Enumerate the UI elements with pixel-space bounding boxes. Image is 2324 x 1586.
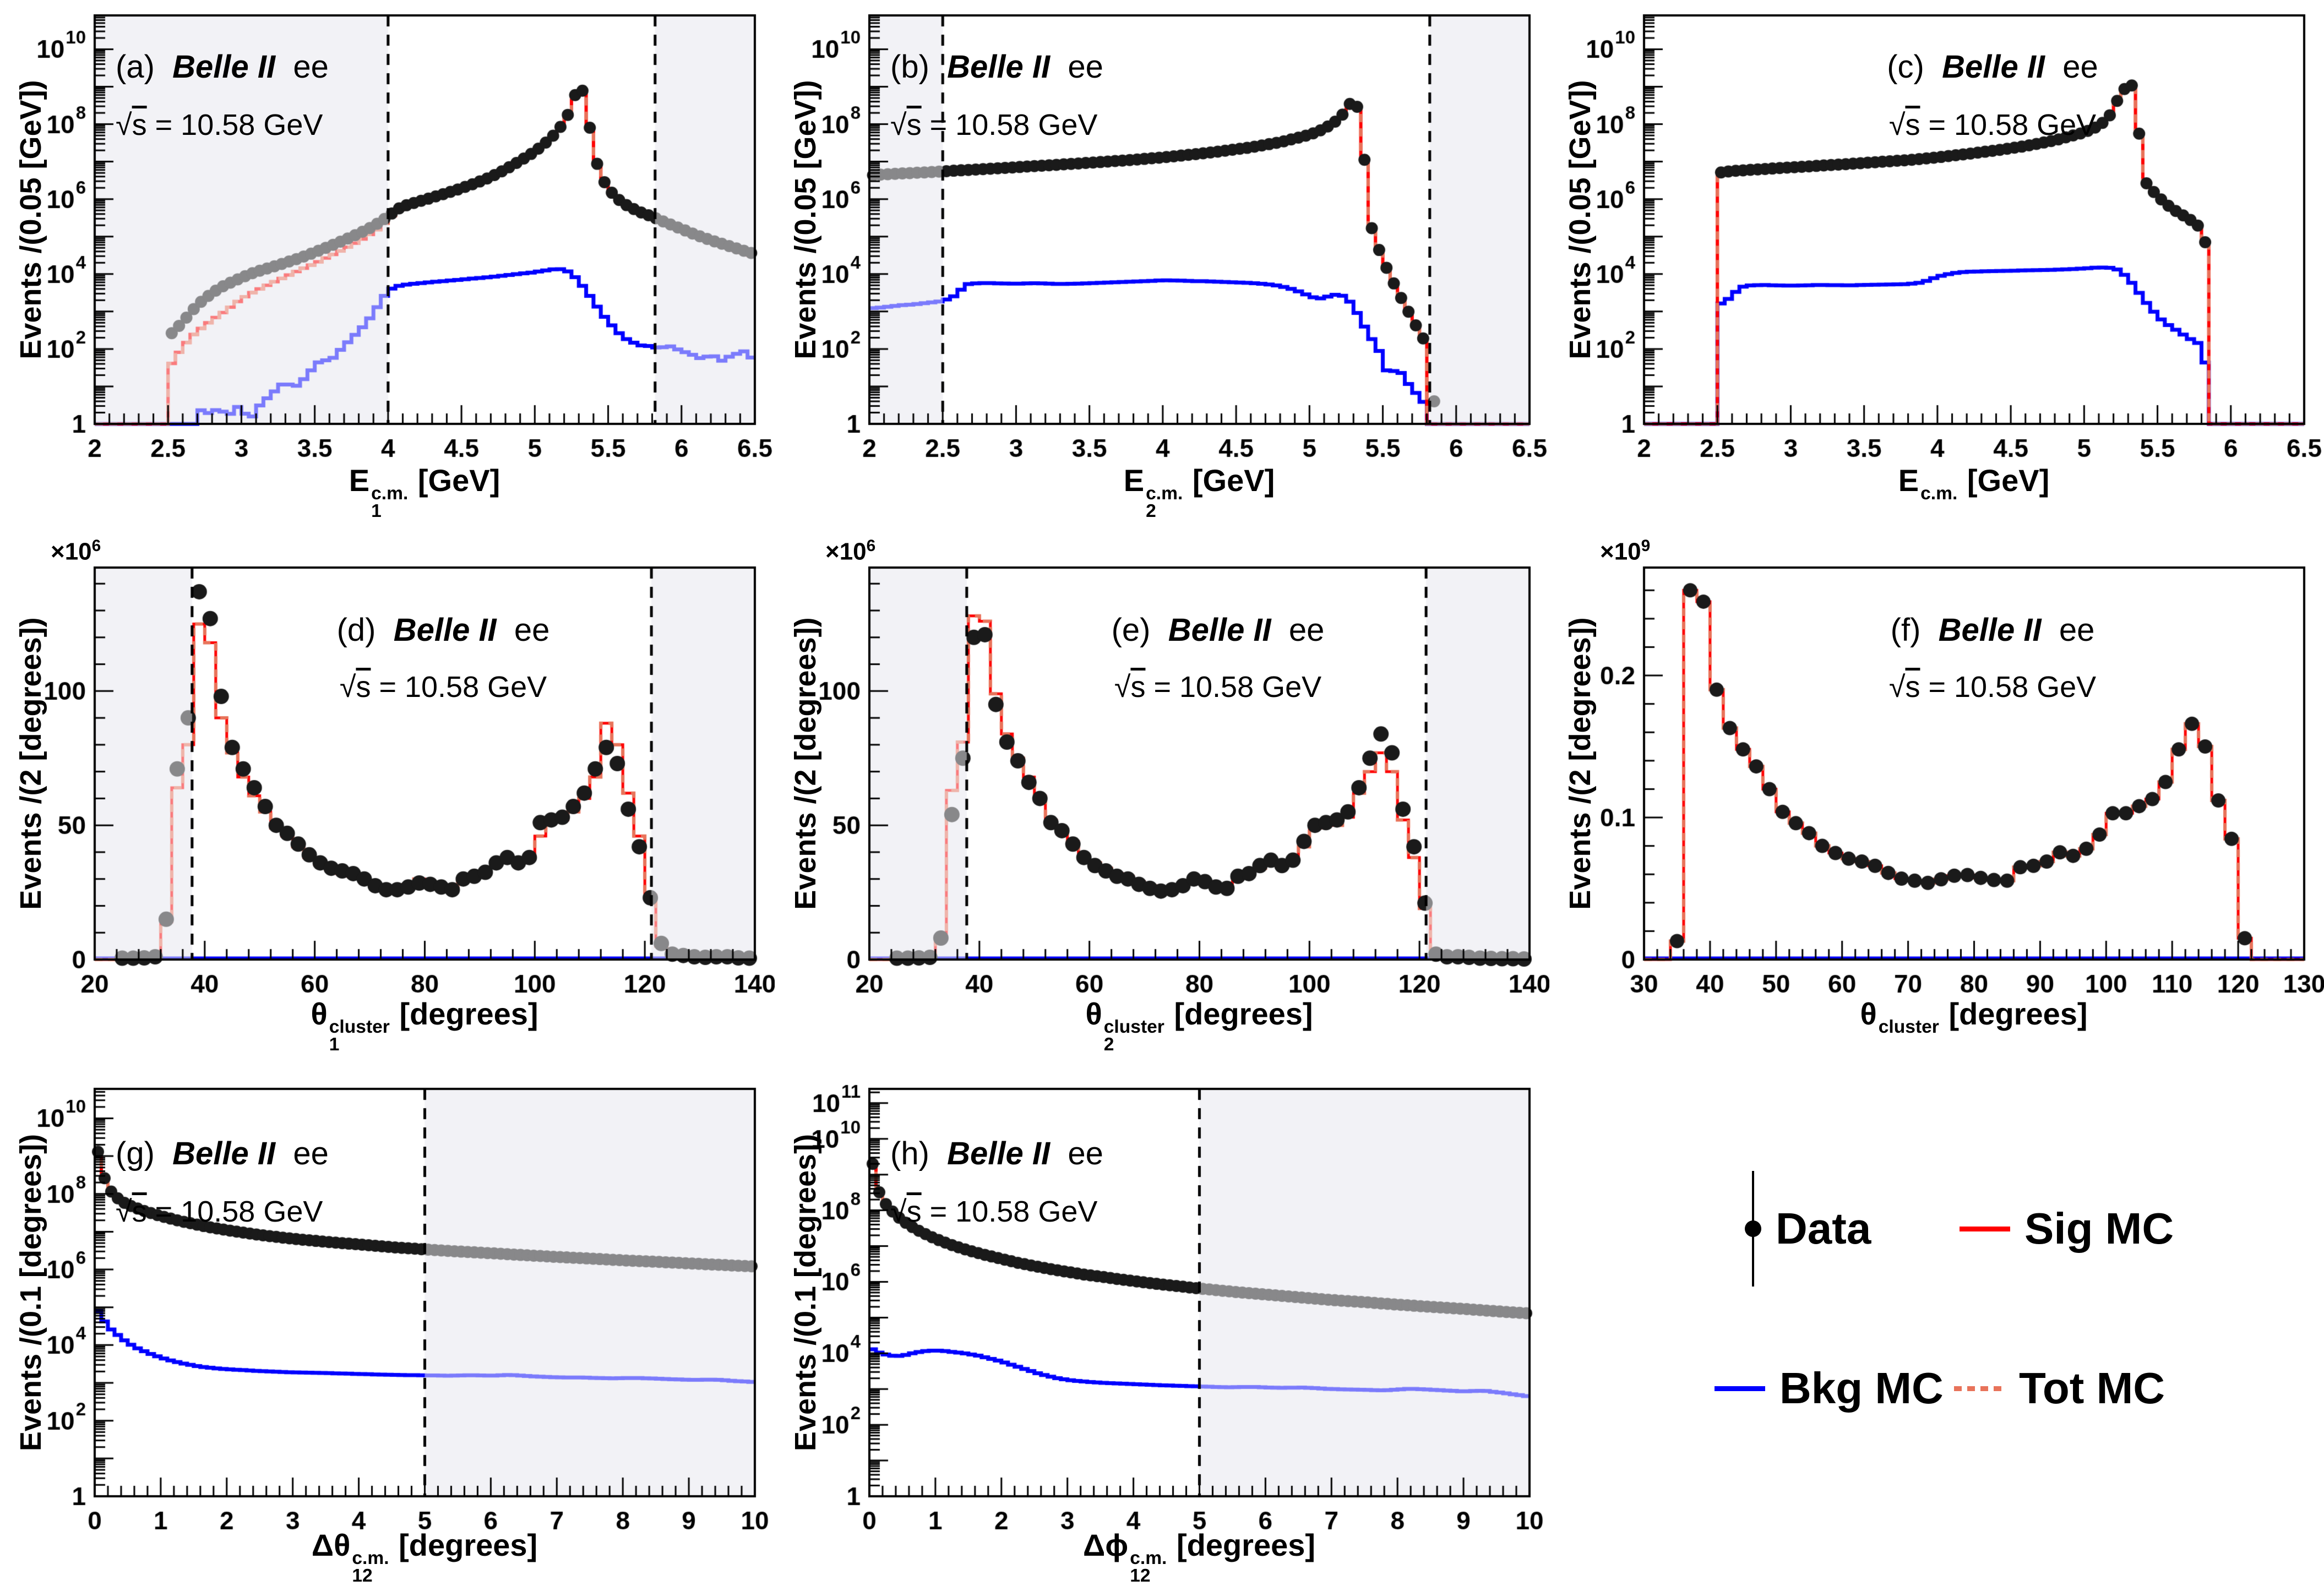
panel-h: (h) Belle II ee √s = 10.58 GeV Events /(… <box>775 1047 1549 1585</box>
panel-b: (b) Belle II ee √s = 10.58 GeV Events /(… <box>775 0 1549 524</box>
legend-label-sig-mc: Sig MC <box>2024 1204 2174 1253</box>
panel-title-e: (e) Belle II ee <box>1111 612 1325 648</box>
panel-d: ×106 (d) Belle II ee √s = 10.58 GeV Even… <box>0 524 775 1054</box>
panel-title-d: (d) Belle II ee <box>336 612 550 648</box>
panel-subtitle-b: √s = 10.58 GeV <box>890 108 1098 141</box>
plot-canvas-g <box>0 1047 775 1571</box>
x-axis-label-h: Δϕ c.m. 12 [degrees] <box>1082 1528 1316 1586</box>
plot-canvas-b <box>775 0 1549 524</box>
x-axis-label-g: Δθ c.m. 12 [degrees] <box>311 1528 538 1586</box>
plot-canvas-h <box>775 1047 1549 1571</box>
panel-title-h: (h) Belle II ee <box>890 1136 1103 1171</box>
panel-title-a: (a) Belle II ee <box>116 49 329 85</box>
panel-title-g: (g) Belle II ee <box>116 1136 329 1171</box>
panel-subtitle-h: √s = 10.58 GeV <box>890 1195 1098 1228</box>
y-scale-exponent-d: ×106 <box>51 537 101 565</box>
x-axis-label-d: θ cluster 1 [degrees] <box>311 996 538 1055</box>
legend-label-data: Data <box>1776 1204 1871 1253</box>
panel-title-f: (f) Belle II ee <box>1890 612 2095 648</box>
panel-title-b: (b) Belle II ee <box>890 49 1103 85</box>
panel-subtitle-c: √s = 10.58 GeV <box>1888 108 2097 141</box>
legend-label-tot-mc: Tot MC <box>2019 1364 2165 1413</box>
panel-subtitle-a: √s = 10.58 GeV <box>116 108 323 141</box>
legend-item-tot-mc: Tot MC <box>1954 1363 2165 1414</box>
x-axis-label-e: θ cluster 2 [degrees] <box>1085 996 1313 1055</box>
plot-canvas-f <box>1549 524 2324 1047</box>
plot-canvas-d <box>0 524 775 1047</box>
panel-title-c: (c) Belle II ee <box>1887 49 2098 85</box>
legend-item-sig-mc: Sig MC <box>1960 1203 2174 1254</box>
plot-canvas-e <box>775 524 1549 1047</box>
legend-panel: Data Sig MC Bkg MC Tot MC <box>1549 1047 2324 1571</box>
panel-a: (a) Belle II ee √s = 10.58 GeV Events /(… <box>0 0 775 524</box>
panel-f: ×109 (f) Belle II ee √s = 10.58 GeV Even… <box>1549 524 2324 1047</box>
y-scale-exponent-e: ×106 <box>825 537 876 565</box>
panel-c: (c) Belle II ee √s = 10.58 GeV Events /(… <box>1549 0 2324 524</box>
sig-mc-line-swatch <box>1960 1226 2010 1231</box>
legend-item-bkg-mc: Bkg MC <box>1715 1363 1944 1414</box>
y-scale-exponent-f: ×109 <box>1600 537 1651 565</box>
panel-subtitle-e: √s = 10.58 GeV <box>1114 671 1322 704</box>
plot-canvas-a <box>0 0 775 524</box>
panel-subtitle-g: √s = 10.58 GeV <box>116 1195 323 1228</box>
plot-canvas-c <box>1549 0 2324 524</box>
legend-item-data: Data <box>1745 1171 1871 1287</box>
tot-mc-dashed-swatch <box>1954 1386 2005 1391</box>
panel-subtitle-d: √s = 10.58 GeV <box>339 671 547 704</box>
panel-subtitle-f: √s = 10.58 GeV <box>1888 671 2097 704</box>
bkg-mc-line-swatch <box>1715 1386 1765 1391</box>
panel-e: ×106 (e) Belle II ee √s = 10.58 GeV Even… <box>775 524 1549 1054</box>
x-axis-label-f: θ cluster [degrees] <box>1860 996 2088 1038</box>
legend-label-bkg-mc: Bkg MC <box>1779 1364 1944 1413</box>
panel-g: (g) Belle II ee √s = 10.58 GeV Events /(… <box>0 1047 775 1585</box>
data-marker-swatch <box>1745 1171 1761 1287</box>
